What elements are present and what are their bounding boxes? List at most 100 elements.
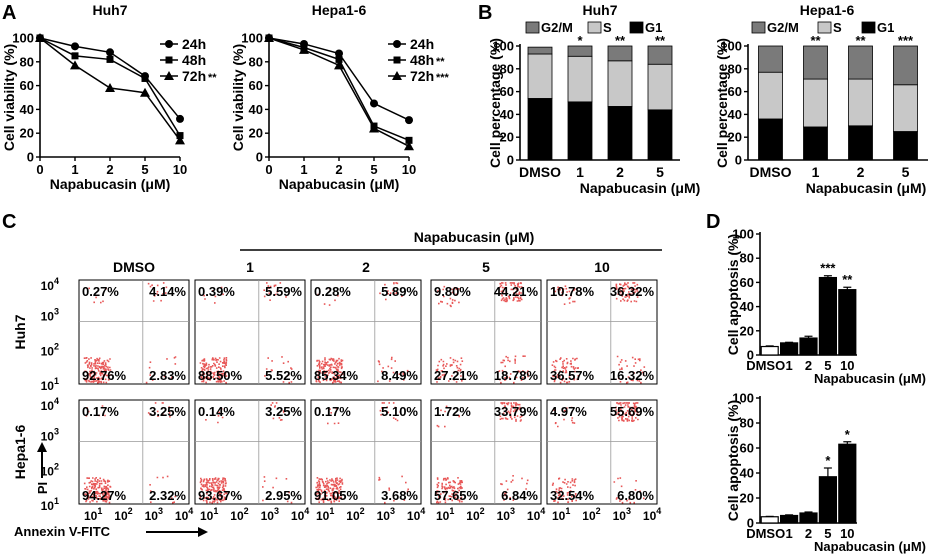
c-hepa-2-xtick-2: 103 <box>377 506 395 523</box>
a-hepa-ylabel: Cell viability (%) <box>230 44 246 151</box>
b-hepa-ytick-label-3: 60 <box>728 84 742 99</box>
a-huh7-xtick-label-1: 1 <box>71 162 78 177</box>
b-huh7-ytick-label-0: 0 <box>507 153 514 168</box>
a-huh7-xtick-label-2: 2 <box>106 162 113 177</box>
b-huh7-xlabel: Napabucasin (μM) <box>580 180 701 196</box>
c-huh7-0-dots-0 <box>83 357 112 384</box>
c-huh7-0-quad-ul: 0.27% <box>82 284 119 299</box>
c-huh7-2-dots-0 <box>315 357 344 384</box>
a-huh7-legend-sig-72h: ** <box>208 72 217 84</box>
d-huh7-ytick-label-1: 20 <box>740 323 754 338</box>
panel-label-b: B <box>478 2 492 24</box>
a-huh7-series-24h-point-2 <box>106 48 114 57</box>
b-huh7-bar-G1-0 <box>527 98 553 161</box>
a-hepa-title: Hepa1-6 <box>312 2 367 18</box>
a-hepa-series-24h-point-3 <box>370 99 378 108</box>
b-huh7-bar-G2/M-2 <box>607 45 633 62</box>
a-huh7-series-24h-point-4 <box>176 114 184 123</box>
b-huh7-bar-S-1 <box>567 55 593 103</box>
c-hepa-1-dots-0 <box>199 477 228 504</box>
d-huh7-xtick-label-1: 1 <box>785 358 792 373</box>
c-hepa-1-xtick-2: 103 <box>261 506 279 523</box>
c-huh7-2-quad-ll: 85.34% <box>314 368 359 383</box>
b-huh7-legend-swatch-2 <box>629 21 644 34</box>
a-hepa-series-72h-point-2 <box>334 60 344 70</box>
c-hepa-1-quad-ul: 0.14% <box>198 404 235 419</box>
b-hepa-ytick-label-5: 100 <box>720 39 742 54</box>
d-huh7-ytick-label-0: 0 <box>747 348 754 363</box>
a-huh7-ytick-label-4: 80 <box>20 54 34 69</box>
b-hepa-xtick-label-3: 5 <box>902 164 910 180</box>
a-huh7-series-48h-point-3 <box>141 74 149 82</box>
a-hepa-xtick-label-0: 0 <box>265 162 272 177</box>
c-hepa-4-dots-1 <box>615 402 639 422</box>
c-hepa-4-xtick-1: 102 <box>582 506 600 523</box>
b-hepa-sig-G2/M-3: *** <box>898 33 914 48</box>
b-hepa-ytick-label-0: 0 <box>735 153 742 168</box>
d-huh7-bar-1 <box>779 342 799 356</box>
c-huh7-1-dots-1 <box>263 282 287 301</box>
a-huh7-series-72h-point-1 <box>70 60 80 70</box>
d-hepa-bar-0 <box>760 516 779 524</box>
c-huh7-0-quad-lr: 2.83% <box>149 368 186 383</box>
c-hepa-0-xtick-2: 103 <box>145 506 163 523</box>
c-hepa-4-dots-3 <box>553 406 576 428</box>
a-hepa-legend-sig-48h: ** <box>436 56 445 68</box>
a-huh7-series-72h-point-3 <box>140 87 150 97</box>
panel-c-flow-cytometry: Napabucasin (μM) DMSO 1 2 5 10 Huh7 101 102 103 10… <box>12 229 662 539</box>
c-hepa-2-dots-3 <box>327 407 340 425</box>
b-hepa-legend-swatch-0 <box>751 21 766 34</box>
b-hepa-bar-G1-2 <box>848 125 873 161</box>
c-hepa-1-xtick-0: 101 <box>200 506 218 523</box>
a-huh7-xtick-label-4: 10 <box>173 162 187 177</box>
b-hepa-bar-G1-3 <box>893 131 918 161</box>
a-huh7-ytick-label-3: 60 <box>20 78 34 93</box>
c-hepa-2-xtick-0: 101 <box>316 506 334 523</box>
d-hepa-xtick-label-0: DMSO <box>746 526 785 541</box>
c-hepa-2-dots-0 <box>315 477 344 504</box>
d-huh7-ytick-label-3: 60 <box>740 275 754 290</box>
c-hepa-ytick-2: 103 <box>41 427 59 444</box>
c-huh7-3-dots-1 <box>499 282 523 303</box>
a-hepa-ytick-label-1: 20 <box>249 126 263 141</box>
a-hepa-xtick-label-2: 2 <box>335 162 342 177</box>
a-hepa-series-24h-point-4 <box>405 116 413 125</box>
d-huh7-bar-0 <box>760 345 779 356</box>
a-hepa-legend-label-24h: 24h <box>410 36 434 52</box>
c-hepa-4-xtick-0: 101 <box>552 506 570 523</box>
b-hepa-xtick-label-0: DMSO <box>750 164 792 180</box>
b-huh7-bar-G2/M-3 <box>647 45 673 65</box>
b-hepa-sig-G2/M-1: ** <box>810 33 821 48</box>
b-hepa-bar-G1-1 <box>803 126 828 161</box>
c-col-label-4: 10 <box>594 259 610 275</box>
c-huh7-4-dots-2 <box>616 355 646 384</box>
c-hepa-1-quad-ur: 3.25% <box>265 404 302 419</box>
a-hepa-xlabel: Napabucasin (μM) <box>279 176 400 192</box>
b-huh7-ytick-label-3: 60 <box>500 84 514 99</box>
c-hepa-0-dots-0 <box>83 477 112 504</box>
d-huh7-ytick-label-4: 80 <box>740 251 754 266</box>
d-huh7-bar-2 <box>799 337 818 356</box>
b-hepa-legend-label-2: G1 <box>877 20 894 35</box>
d-huh7-xlabel: Napabucasin (μM) <box>814 371 926 386</box>
c-huh7-2-quad-ul: 0.28% <box>314 284 351 299</box>
d-hepa-sig-3: * <box>825 453 831 468</box>
c-header-label: Napabucasin (μM) <box>414 229 535 245</box>
c-hepa-2-xtick-3: 104 <box>407 506 425 523</box>
c-hepa-2-quad-ul: 0.17% <box>314 404 351 419</box>
a-hepa-ytick-label-0: 0 <box>256 150 263 165</box>
d-hepa-ytick-label-0: 0 <box>747 516 754 531</box>
b-huh7-legend-swatch-0 <box>525 21 540 34</box>
c-hepa-0-xtick-1: 102 <box>114 506 132 523</box>
c-hepa-0-quad-ll: 94.27% <box>82 488 127 503</box>
b-hepa-bar-G2/M-0 <box>758 45 783 73</box>
c-hepa-4-quad-lr: 6.80% <box>617 488 654 503</box>
c-hepa-2-plot-frame <box>310 399 422 505</box>
panel-label-c: C <box>2 211 16 233</box>
c-huh7-1-quad-ur: 5.59% <box>265 284 302 299</box>
a-hepa-series-48h-point-4 <box>405 136 413 144</box>
c-hepa-2-quad-ll: 91.05% <box>314 488 359 503</box>
c-huh7-1-quad-ll: 88.50% <box>198 368 243 383</box>
